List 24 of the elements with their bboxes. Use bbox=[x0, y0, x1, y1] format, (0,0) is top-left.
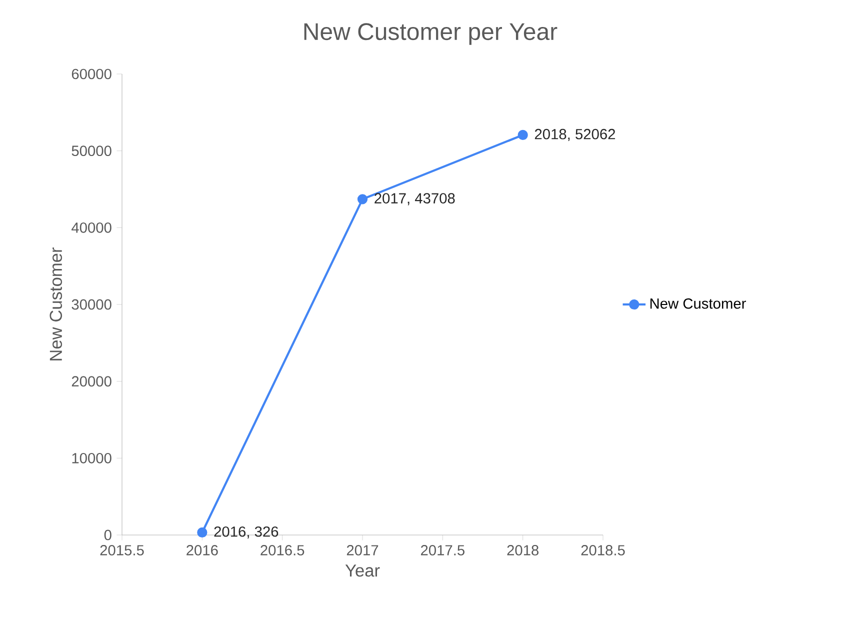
x-tick-label: 2015.5 bbox=[100, 545, 144, 556]
y-tick-label: 0 bbox=[104, 530, 112, 540]
data-label: 2016, 326 bbox=[214, 526, 278, 539]
point bbox=[518, 130, 528, 140]
y-tick-label: 60000 bbox=[72, 68, 112, 80]
legend-label: New Customer bbox=[650, 298, 746, 309]
x-axis-title: Year bbox=[345, 564, 380, 577]
y-tick-label: 10000 bbox=[72, 452, 112, 464]
y-axis-title: New Customer bbox=[50, 248, 62, 360]
x-tick-label: 2017 bbox=[346, 545, 378, 556]
x-tick-label: 2016.5 bbox=[260, 545, 304, 556]
data-label: 2017, 43708 bbox=[374, 193, 455, 206]
x-tick-label: 2017.5 bbox=[420, 545, 464, 556]
data-label: 2018, 52062 bbox=[534, 128, 616, 142]
y-tick-label: 20000 bbox=[72, 376, 112, 387]
y-tick-label: 40000 bbox=[72, 222, 112, 233]
point bbox=[197, 527, 208, 538]
chart-title: New Customer per Year bbox=[304, 23, 558, 45]
y-tick-label: 30000 bbox=[72, 299, 112, 310]
point bbox=[357, 194, 368, 204]
x-tick-label: 2018 bbox=[507, 545, 538, 556]
x-tick-label: 2016 bbox=[186, 545, 218, 556]
y-tick-label: 50000 bbox=[72, 146, 112, 156]
x-tick-label: 2018.5 bbox=[581, 545, 625, 556]
